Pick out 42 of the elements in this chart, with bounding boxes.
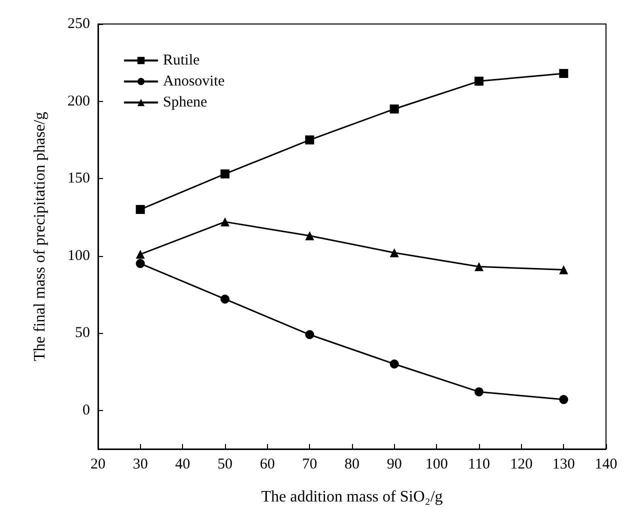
x-tick-label: 50 — [218, 456, 232, 472]
y-axis-title: The final mass of precipitation phase/g — [32, 112, 48, 362]
x-tick-label: 30 — [132, 456, 148, 472]
x-tick-label: 130 — [552, 456, 575, 472]
point — [390, 248, 399, 258]
point — [390, 104, 399, 114]
x-tick-label: 110 — [468, 456, 490, 472]
legend-label: Sphene — [163, 94, 208, 110]
x-tick-label: 90 — [386, 456, 402, 472]
x-tick-label: 140 — [594, 456, 618, 472]
y-tick-label: 0 — [82, 402, 90, 418]
x-tick-label: 100 — [425, 456, 448, 472]
y-tick-label: 50 — [75, 325, 90, 342]
point — [559, 265, 568, 274]
point — [305, 330, 314, 340]
point — [136, 204, 145, 214]
legend-label: Rutile — [163, 52, 200, 68]
point — [220, 169, 230, 178]
point — [136, 250, 145, 259]
x-tick-label: 20 — [90, 456, 106, 472]
point — [559, 68, 568, 78]
y-tick-label: 150 — [68, 170, 90, 187]
x-tick-label: 70 — [302, 456, 318, 472]
y-tick-label: 100 — [68, 248, 90, 264]
x-tick-label: 60 — [260, 456, 275, 472]
point — [305, 231, 314, 240]
x-tick-label: 80 — [344, 456, 360, 472]
point — [136, 259, 145, 268]
point — [390, 360, 399, 368]
point — [220, 294, 230, 304]
point — [474, 387, 484, 396]
y-tick-label: 250 — [68, 16, 90, 32]
y-tick-label: 200 — [68, 93, 90, 110]
point — [474, 262, 484, 272]
point — [305, 135, 314, 144]
point — [220, 217, 230, 226]
x-tick-label: 40 — [175, 456, 190, 472]
point — [559, 395, 568, 404]
point — [474, 76, 484, 86]
x-tick-label: 120 — [510, 456, 533, 472]
legend-label: Anosovite — [163, 74, 226, 90]
x-axis-title: The addition mass of SiO₂/g — [261, 488, 443, 506]
